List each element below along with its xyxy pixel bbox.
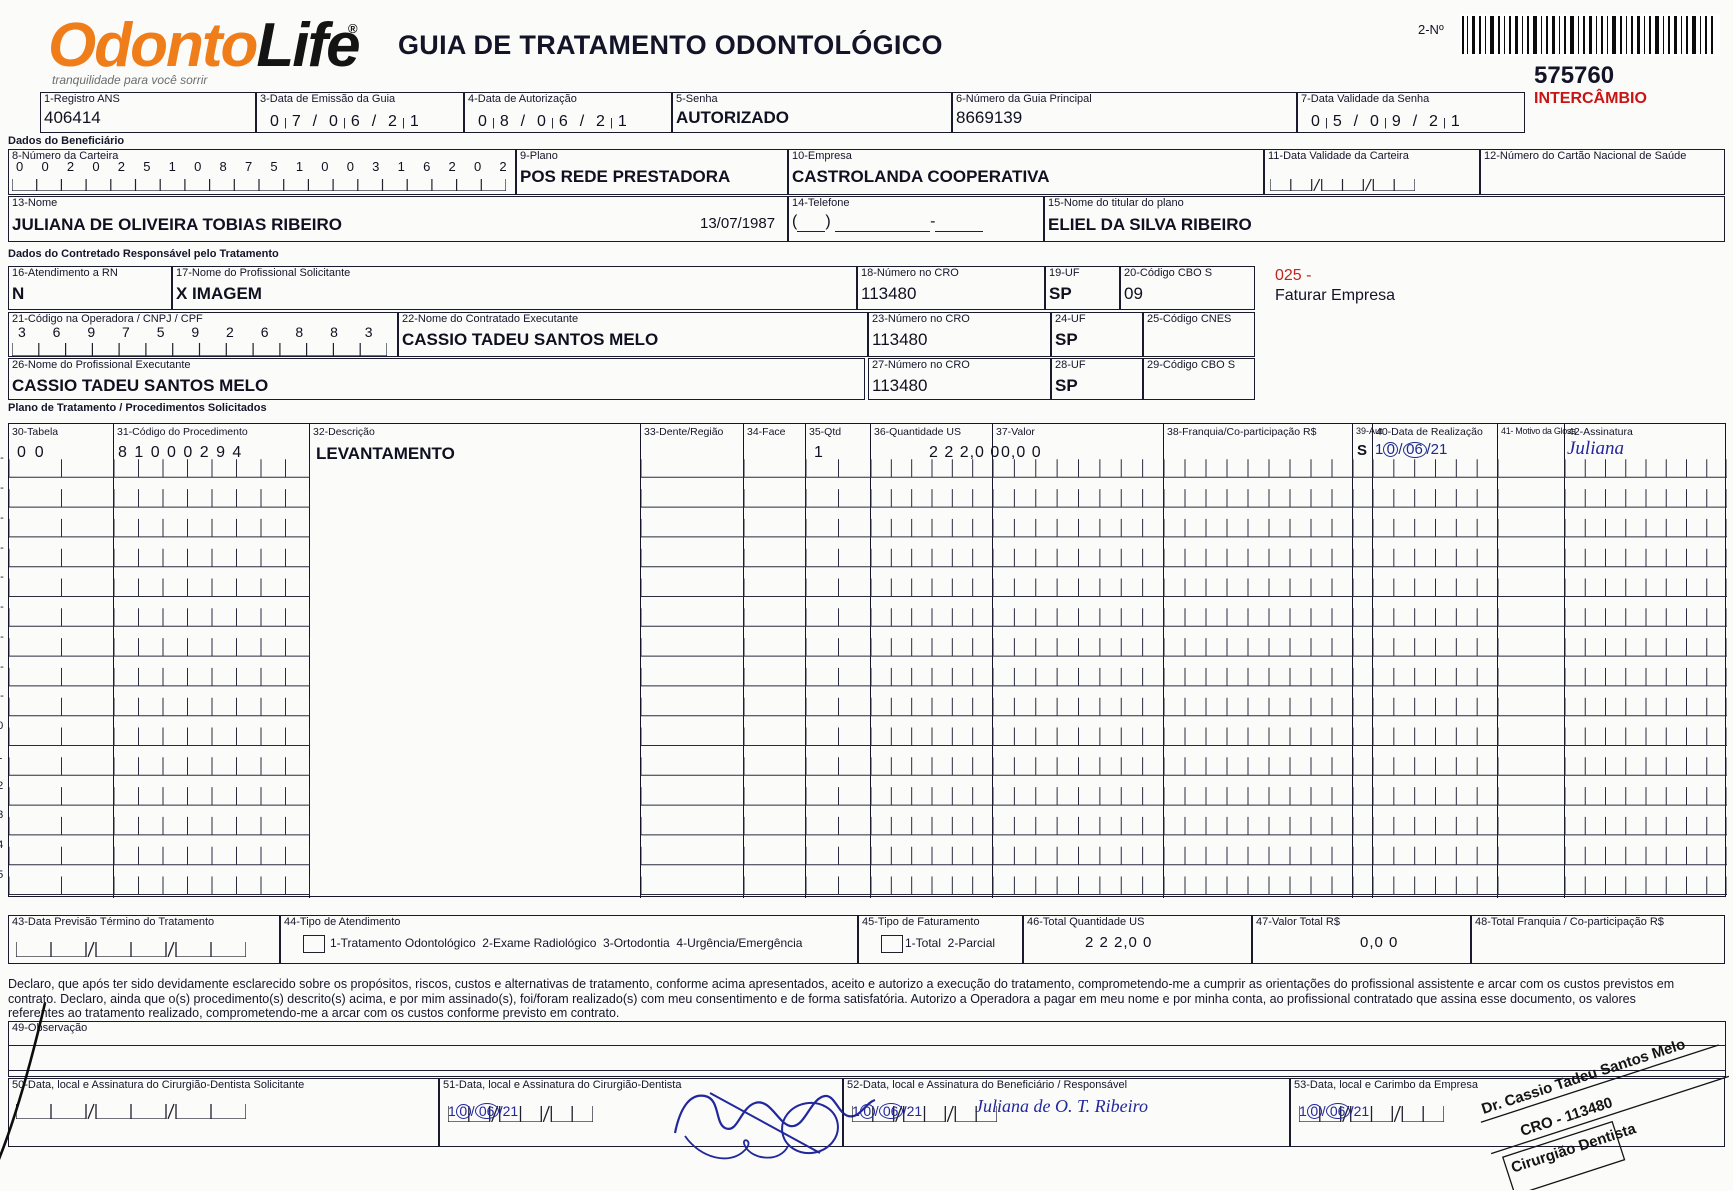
- svg-text:tranquilidade para você sorrir: tranquilidade para você sorrir: [52, 73, 208, 87]
- svg-text:®: ®: [348, 21, 358, 36]
- svg-text:OdontoLife: OdontoLife: [48, 11, 359, 80]
